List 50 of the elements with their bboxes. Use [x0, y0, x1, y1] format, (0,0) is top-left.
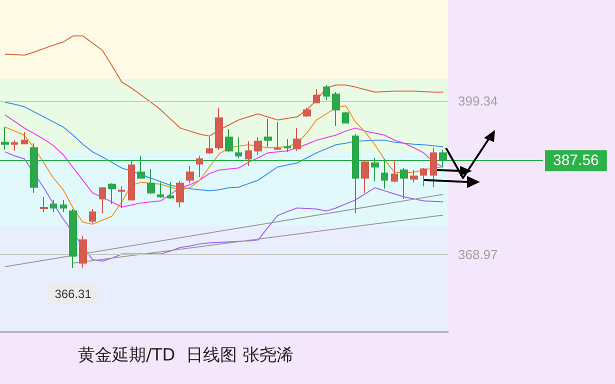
- candlestick: [323, 84, 330, 101]
- y-tick-label: 399.34: [458, 94, 498, 109]
- candlestick: [128, 159, 135, 200]
- ref-line-label: 387.56: [553, 152, 599, 170]
- candlestick: [21, 132, 28, 145]
- candlestick: [167, 182, 174, 200]
- candlestick: [1, 126, 9, 150]
- candlestick: [196, 155, 203, 178]
- candlestick: [254, 136, 262, 156]
- candlestick: [420, 168, 427, 187]
- candlestick: [400, 168, 408, 200]
- text: 黄金延期/TD 日线图 张尧浠: [78, 346, 294, 366]
- candlestick: [50, 199, 57, 213]
- line-series: [4, 35, 444, 137]
- candlestick: [147, 168, 155, 194]
- candlestick: [186, 166, 194, 184]
- candlestick: [40, 196, 48, 213]
- candlestick: [79, 235, 87, 268]
- line-series: [4, 105, 444, 225]
- candlestick: [235, 136, 242, 158]
- candlestick: [118, 186, 125, 209]
- line-series: [4, 114, 444, 208]
- candlestick: [108, 182, 116, 204]
- annotation: 366.31: [54, 287, 92, 302]
- candlestick: [284, 138, 291, 152]
- candlestick: [361, 159, 369, 194]
- candlestick: [69, 208, 77, 269]
- candlestick: [245, 140, 252, 166]
- candlestick: [99, 186, 106, 214]
- candlestick: [157, 182, 164, 198]
- candlestick: [206, 136, 213, 154]
- candlestick: [225, 128, 233, 152]
- candlestick: [215, 107, 223, 150]
- candlestick: [89, 208, 96, 224]
- candlestick: [332, 92, 340, 127]
- line-series: [4, 151, 444, 262]
- y-tick-label: 368.97: [458, 247, 498, 262]
- candlestick: [274, 121, 281, 150]
- line-series: [4, 102, 444, 192]
- candlestick: [303, 107, 311, 118]
- candlestick: [313, 88, 320, 104]
- candlestick: [264, 118, 272, 148]
- candlestick: [293, 128, 301, 152]
- candlestick: [342, 111, 349, 124]
- candlestick: [60, 199, 67, 213]
- candlestick: [391, 159, 398, 183]
- candlestick: [176, 180, 184, 208]
- candlestick: [11, 140, 18, 152]
- candlestick: [430, 147, 437, 188]
- candlestick: [410, 170, 418, 183]
